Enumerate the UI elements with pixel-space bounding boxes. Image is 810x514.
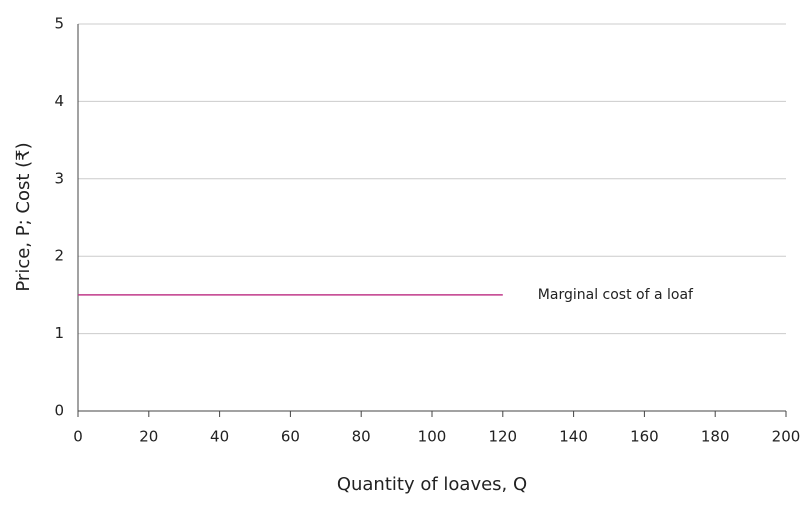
x-tick-label: 100 (418, 428, 447, 446)
line-label: Marginal cost of a loaf (538, 287, 694, 303)
x-tick-label: 60 (281, 428, 300, 446)
y-tick-label: 3 (54, 169, 64, 187)
y-tick-label: 4 (54, 92, 64, 110)
x-tick-label: 160 (630, 428, 659, 446)
x-tick-label: 0 (73, 428, 83, 446)
x-tick-label: 40 (210, 428, 229, 446)
x-tick-label: 120 (488, 428, 517, 446)
x-tick-label: 140 (559, 428, 588, 446)
y-tick-label: 5 (54, 15, 64, 33)
y-tick-label: 2 (54, 247, 64, 265)
y-tick-label: 0 (54, 402, 64, 420)
y-axis-label: Price, P; Cost (₹) (13, 142, 34, 291)
x-tick-label: 20 (139, 428, 158, 446)
x-tick-label: 200 (772, 428, 801, 446)
y-tick-label: 1 (54, 324, 64, 342)
x-axis-label: Quantity of loaves, Q (337, 474, 527, 495)
x-tick-label: 80 (352, 428, 371, 446)
x-tick-label: 180 (701, 428, 730, 446)
